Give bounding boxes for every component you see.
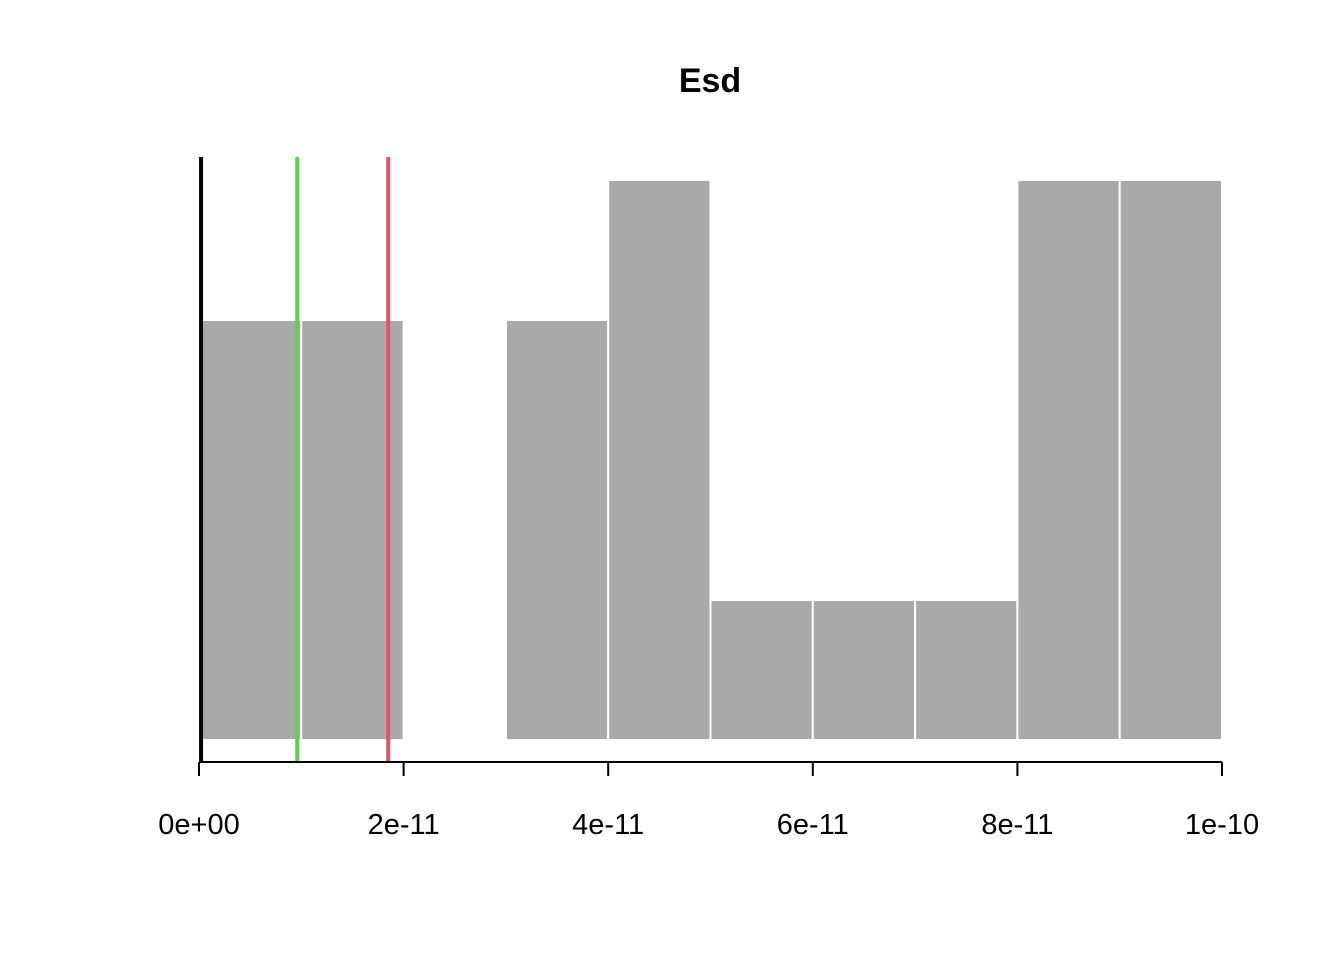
- chart-title: Esd: [679, 62, 741, 100]
- x-tick-label-3: 6e-11: [777, 809, 849, 841]
- histogram-bar-3: [504, 319, 610, 741]
- histogram-bar-4: [607, 179, 712, 741]
- histogram-bar-0: [198, 319, 303, 741]
- x-tick-label-5: 1e-10: [1185, 809, 1259, 841]
- reference-lines: [199, 157, 391, 762]
- x-tick-label-4: 8e-11: [981, 809, 1053, 841]
- histogram-bar-7: [914, 599, 1019, 741]
- histogram-bar-5: [709, 599, 814, 741]
- x-tick-label-2: 4e-11: [572, 809, 644, 841]
- bars-group: [198, 179, 1223, 741]
- x-tick-label-0: 0e+00: [158, 809, 239, 841]
- x-tick-label-1: 2e-11: [368, 809, 440, 841]
- histogram-bar-9: [1118, 179, 1223, 741]
- x-axis: 0e+00 2e-11 4e-11 6e-11 8e-11 1e-10: [158, 761, 1259, 841]
- histogram-bar-6: [811, 599, 917, 741]
- histogram-bar-8: [1016, 179, 1121, 741]
